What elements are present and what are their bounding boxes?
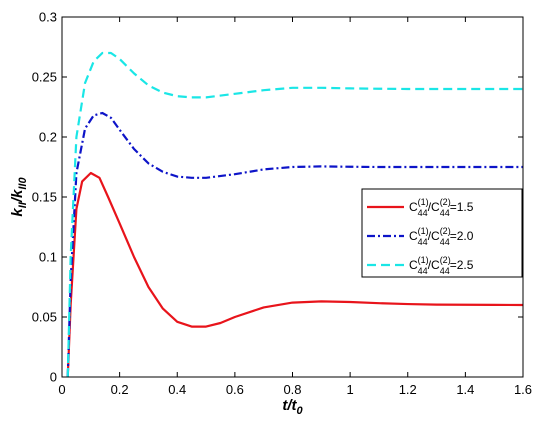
legend-entries: C(1) 44/C(2) 44=1.5 C(1) 44/C(2) 44=2.0 C(1) 44… — [367, 197, 474, 276]
legend-label: C(1) 44/C(2) 44=2.5 — [409, 255, 474, 276]
y-tick-label: 0.15 — [32, 190, 57, 205]
ticks-layer: 0 0.2 0.4 0.6 0.8 1 1.2 1.4 1.6 0 0.05 0.1 0.15 0.2 0.… — [32, 10, 532, 398]
series-line-1 — [66, 171, 523, 377]
y-tick-label: 0.2 — [39, 130, 57, 145]
legend-entry-3: C(1) 44/C(2) 44=2.5 — [367, 255, 474, 276]
y-tick-label: 0.1 — [39, 250, 57, 265]
x-tick-label: 0.8 — [283, 382, 301, 397]
legend-label: C(1) 44/C(2) 44=2.0 — [409, 226, 474, 247]
legend: C(1) 44/C(2) 44=1.5 C(1) 44/C(2) 44=2.0 C(1) 44… — [361, 188, 523, 278]
y-axis-label: kII/kII0 — [9, 177, 29, 217]
x-tick-label: 0.4 — [168, 382, 186, 397]
y-tick-label: 0 — [50, 370, 57, 385]
legend-box — [361, 188, 523, 278]
x-tick-label: 1.6 — [514, 382, 532, 397]
x-tick-label: 1.4 — [456, 382, 474, 397]
legend-entry-2: C(1) 44/C(2) 44=2.0 — [367, 226, 474, 247]
legend-label: C(1) 44/C(2) 44=1.5 — [409, 197, 474, 218]
legend-entry-1: C(1) 44/C(2) 44=1.5 — [367, 197, 474, 218]
x-tick-label: 1.2 — [399, 382, 417, 397]
y-tick-label: 0.25 — [32, 70, 57, 85]
series-line-3 — [66, 51, 523, 377]
y-tick-label: 0.3 — [39, 10, 57, 25]
x-tick-label: 0.2 — [111, 382, 129, 397]
x-tick-label: 0 — [58, 382, 65, 397]
series-line-2 — [66, 111, 523, 377]
x-axis-label: t/t0 — [282, 397, 303, 417]
series-layer — [66, 51, 523, 377]
y-tick-label: 0.05 — [32, 310, 57, 325]
x-tick-label: 1 — [347, 382, 354, 397]
x-tick-label: 0.6 — [226, 382, 244, 397]
